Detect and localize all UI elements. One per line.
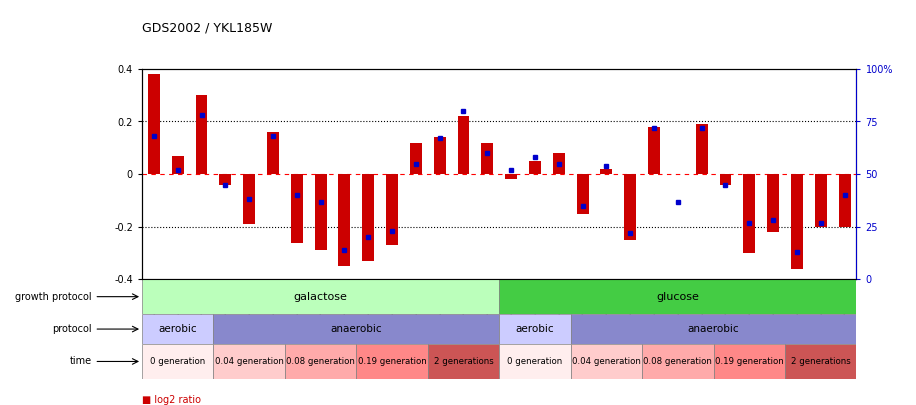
Text: aerobic: aerobic <box>516 324 554 334</box>
Text: 2 generations: 2 generations <box>791 357 851 366</box>
Text: 0.04 generation: 0.04 generation <box>214 357 284 366</box>
Text: protocol: protocol <box>52 324 92 334</box>
Bar <box>577 174 588 214</box>
Bar <box>409 143 421 174</box>
Bar <box>695 124 707 174</box>
Bar <box>648 127 660 174</box>
Bar <box>285 344 356 379</box>
Bar <box>195 95 207 174</box>
Bar <box>213 344 285 379</box>
Text: anaerobic: anaerobic <box>331 324 382 334</box>
Bar <box>499 314 571 344</box>
Text: GDS2002 / YKL185W: GDS2002 / YKL185W <box>142 21 272 34</box>
Bar <box>552 153 564 174</box>
Text: growth protocol: growth protocol <box>16 292 92 302</box>
Text: ■ log2 ratio: ■ log2 ratio <box>142 395 201 405</box>
Bar <box>243 174 255 224</box>
Bar <box>571 314 856 344</box>
Text: 0 generation: 0 generation <box>150 357 205 366</box>
Bar <box>838 174 850 227</box>
Bar <box>506 174 517 179</box>
Bar <box>219 174 231 185</box>
Bar <box>142 314 213 344</box>
Text: anaerobic: anaerobic <box>688 324 739 334</box>
Bar <box>714 344 785 379</box>
Bar <box>767 174 779 232</box>
Text: 0 generation: 0 generation <box>507 357 562 366</box>
Bar <box>356 344 428 379</box>
Text: aerobic: aerobic <box>158 324 197 334</box>
Text: 0.08 generation: 0.08 generation <box>286 357 355 366</box>
Bar <box>314 174 326 250</box>
Bar <box>338 174 350 266</box>
Bar <box>719 174 731 185</box>
Bar <box>791 174 802 269</box>
Text: 2 generations: 2 generations <box>433 357 494 366</box>
Bar <box>213 314 499 344</box>
Bar <box>499 344 571 379</box>
Bar <box>386 174 398 245</box>
Bar <box>457 116 469 174</box>
Bar <box>171 156 183 174</box>
Text: glucose: glucose <box>657 292 699 302</box>
Bar <box>624 174 636 240</box>
Text: galactose: galactose <box>294 292 347 302</box>
Bar <box>142 344 213 379</box>
Text: 0.08 generation: 0.08 generation <box>643 357 713 366</box>
Text: 0.19 generation: 0.19 generation <box>357 357 427 366</box>
Text: 0.04 generation: 0.04 generation <box>572 357 641 366</box>
Bar <box>362 174 374 261</box>
Text: time: time <box>70 356 92 367</box>
Bar <box>267 132 278 174</box>
Bar <box>290 174 302 243</box>
Bar <box>499 279 856 314</box>
Bar <box>529 161 540 174</box>
Bar <box>428 344 499 379</box>
Bar <box>433 137 445 174</box>
Bar <box>147 74 159 174</box>
Bar <box>642 344 714 379</box>
Bar <box>142 279 499 314</box>
Bar <box>743 174 755 253</box>
Text: 0.19 generation: 0.19 generation <box>714 357 784 366</box>
Bar <box>482 143 493 174</box>
Bar <box>571 344 642 379</box>
Bar <box>785 344 856 379</box>
Bar <box>600 169 612 174</box>
Bar <box>814 174 826 227</box>
